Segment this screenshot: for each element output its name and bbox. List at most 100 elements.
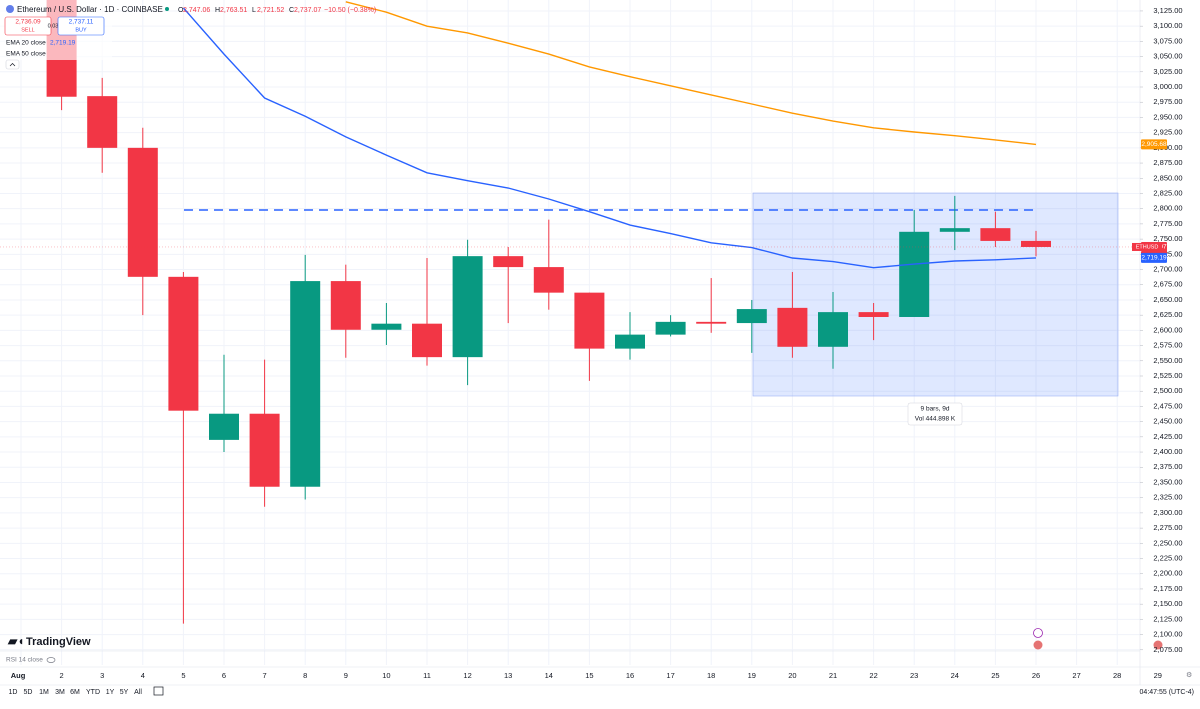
x-tick-label: 10 xyxy=(382,671,390,680)
time-axis: Aug 2 3 4 5 6 7 8 9 10 11 12 13 14 15 16 17 18 19 20 21 22 23 2… xyxy=(11,671,1162,680)
date-picker[interactable] xyxy=(153,686,164,696)
y-tick-label: 2,275.00 xyxy=(1153,523,1182,532)
rsi-label[interactable]: RSI 14 close xyxy=(6,657,43,664)
range-button[interactable]: YTD xyxy=(86,689,100,696)
y-tick-label: 2,100.00 xyxy=(1153,630,1182,639)
ema-tag-label: 2,905.68 xyxy=(1141,141,1167,148)
candle-body xyxy=(87,96,118,148)
y-tick-label: 2,200.00 xyxy=(1153,569,1182,578)
candle-body xyxy=(939,228,970,232)
ema-tag xyxy=(1141,252,1167,263)
settings[interactable]: ⚙ xyxy=(1186,671,1192,679)
range-button[interactable]: 3M xyxy=(55,689,65,696)
y-tick-label: 2,550.00 xyxy=(1153,356,1182,365)
ohlc-value: 2,721.52 xyxy=(257,7,284,14)
y-tick-label: 2,800.00 xyxy=(1153,204,1182,213)
logo-mark: ▰◖ xyxy=(7,634,24,648)
x-tick-label: 28 xyxy=(1113,671,1121,680)
y-tick-label: 3,050.00 xyxy=(1153,52,1182,61)
x-tick-label: 15 xyxy=(585,671,593,680)
event-icon[interactable] xyxy=(1153,640,1163,650)
y-tick-label: 3,125.00 xyxy=(1153,6,1182,15)
range-button[interactable]: 1D xyxy=(9,689,18,696)
range-button[interactable]: 6M xyxy=(70,689,80,696)
ohlc-value: 2,747.06 xyxy=(183,7,210,14)
y-tick-label: 2,350.00 xyxy=(1153,477,1182,486)
collapse-legend[interactable] xyxy=(5,59,20,70)
logo[interactable]: TradingView xyxy=(26,636,91,648)
y-tick-label: 2,250.00 xyxy=(1153,538,1182,547)
date-range-box[interactable] xyxy=(752,192,1119,397)
sell-button[interactable] xyxy=(4,16,52,36)
buy-label[interactable]: BUY xyxy=(75,27,87,33)
x-tick-label: 20 xyxy=(788,671,796,680)
chevron xyxy=(9,63,16,67)
x-tick-label: 18 xyxy=(707,671,715,680)
y-tick-label: 2,625.00 xyxy=(1153,310,1182,319)
event-icon[interactable] xyxy=(1033,640,1043,650)
x-tick-label: 29 xyxy=(1154,671,1162,680)
range-button[interactable]: 5Y xyxy=(120,689,129,696)
range-button[interactable]: 1Y xyxy=(106,689,115,696)
y-tick-label: 2,300.00 xyxy=(1153,508,1182,517)
y-tick-label: 2,775.00 xyxy=(1153,219,1182,228)
clock[interactable]: 04:47:55 (UTC-4) xyxy=(1140,689,1194,696)
y-tick-label: 2,500.00 xyxy=(1153,386,1182,395)
candle-body xyxy=(209,413,239,440)
ohlc-change: −10.50 (−0.38%) xyxy=(324,7,376,14)
symbol-tag[interactable] xyxy=(1132,242,1162,251)
sell-label[interactable]: SELL xyxy=(21,27,34,33)
candle-body xyxy=(899,231,930,317)
event-icon[interactable] xyxy=(1033,628,1043,638)
candle-body xyxy=(493,256,524,268)
x-tick-label: 3 xyxy=(100,671,104,680)
range-button[interactable]: All xyxy=(134,689,142,696)
candle-body xyxy=(533,267,564,293)
indicator-name[interactable]: EMA 50 close xyxy=(6,51,46,58)
candle-body xyxy=(736,309,767,324)
y-tick-label: 2,400.00 xyxy=(1153,447,1182,456)
candle-body xyxy=(777,307,808,347)
ema-tag-label: 2,719.19 xyxy=(1141,255,1167,262)
x-tick-label: 17 xyxy=(666,671,674,680)
x-tick-label: 2 xyxy=(60,671,64,680)
candle-body xyxy=(330,281,361,330)
candle-body xyxy=(452,256,483,358)
x-tick-label: 6 xyxy=(222,671,226,680)
range-label-box xyxy=(907,402,963,426)
y-tick-label: 2,675.00 xyxy=(1153,280,1182,289)
x-tick-label: 7 xyxy=(263,671,267,680)
range-button[interactable]: 5D xyxy=(24,689,33,696)
range-label: Vol 444.898 K xyxy=(915,416,956,423)
y-tick-label: 2,075.00 xyxy=(1153,645,1182,654)
ohlc-key: L xyxy=(252,7,256,14)
symbol-tag-label: ETHUSD xyxy=(1136,244,1159,250)
y-tick-label: 2,600.00 xyxy=(1153,325,1182,334)
visibility-icon[interactable] xyxy=(46,657,56,663)
candle-body xyxy=(574,292,605,349)
ema-tag xyxy=(1141,139,1167,150)
buy-price[interactable]: 2,737.11 xyxy=(69,19,94,26)
y-tick-label: 2,450.00 xyxy=(1153,417,1182,426)
indicator-name[interactable]: EMA 20 close xyxy=(6,40,46,47)
candle-body xyxy=(858,312,889,317)
x-tick-label: 26 xyxy=(1032,671,1040,680)
symbol-title: Ethereum / U.S. Dollar · 1D · COINBASE xyxy=(17,5,163,14)
candle-body xyxy=(696,321,727,324)
y-tick-label: 2,475.00 xyxy=(1153,401,1182,410)
y-tick-label: 2,650.00 xyxy=(1153,295,1182,304)
y-tick-label: 3,000.00 xyxy=(1153,82,1182,91)
x-tick-label: 12 xyxy=(463,671,471,680)
range-button[interactable]: 1M xyxy=(39,689,49,696)
y-tick-label: 2,425.00 xyxy=(1153,432,1182,441)
ohlc-key: H xyxy=(215,7,220,14)
grid xyxy=(0,0,1140,665)
candle-body xyxy=(290,281,321,487)
ohlc-key: O xyxy=(178,7,184,14)
buy-button[interactable] xyxy=(57,16,105,36)
y-tick-label: 2,750.00 xyxy=(1153,234,1182,243)
sell-price[interactable]: 2,736.09 xyxy=(15,19,41,26)
y-tick-label: 2,375.00 xyxy=(1153,462,1182,471)
